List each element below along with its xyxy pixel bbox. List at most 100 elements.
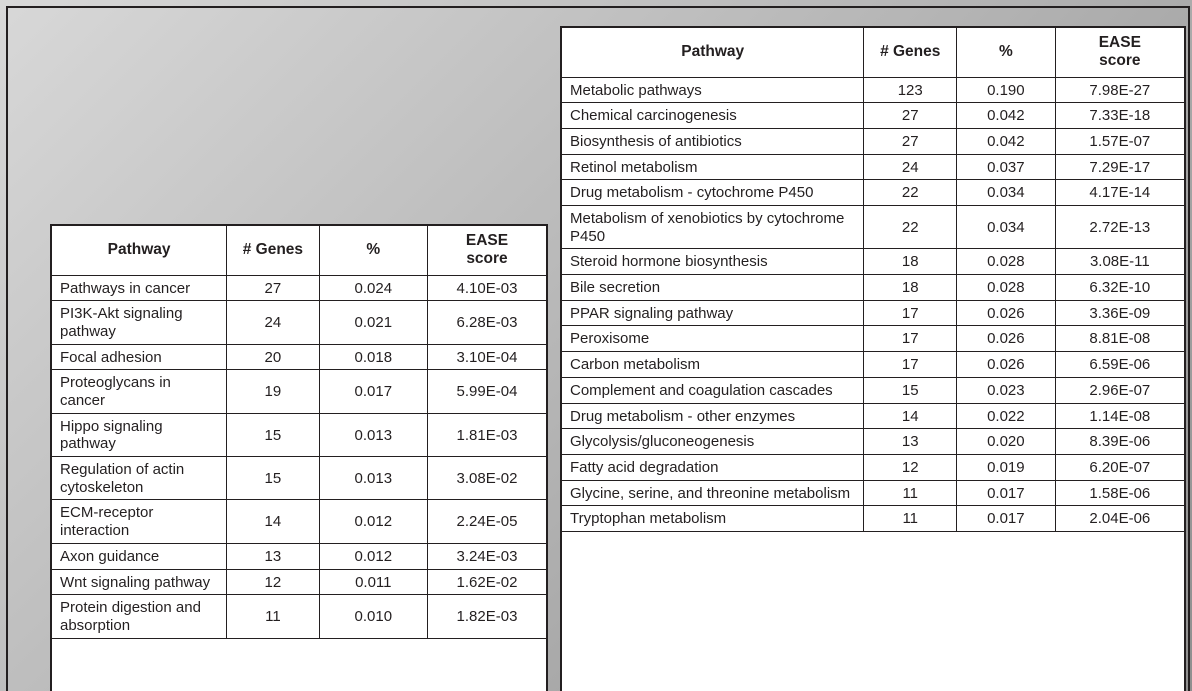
cell-ease: 1.82E-03 (428, 595, 547, 638)
cell-genes: 15 (227, 457, 319, 500)
table-row: Regulation of actin cytoskeleton150.0133… (52, 457, 546, 500)
cell-pct: 0.190 (957, 77, 1056, 103)
cell-ease: 1.14E-08 (1055, 403, 1184, 429)
cell-pathway: Retinol metabolism (562, 154, 864, 180)
cell-pathway: Steroid hormone biosynthesis (562, 249, 864, 275)
cell-pathway: Pathways in cancer (52, 275, 227, 301)
cell-pct: 0.018 (319, 344, 427, 370)
cell-ease: 3.24E-03 (428, 543, 547, 569)
table-row: Metabolism of xenobiotics by cytochrome … (562, 206, 1184, 249)
cell-pathway: PI3K-Akt signaling pathway (52, 301, 227, 344)
cell-ease: 8.81E-08 (1055, 326, 1184, 352)
right-table: Pathway # Genes % EASE score Metabolic p… (562, 28, 1184, 532)
col-ease-l2: score (436, 250, 538, 268)
cell-pct: 0.017 (319, 370, 427, 413)
cell-pct: 0.037 (957, 154, 1056, 180)
cell-genes: 15 (864, 377, 957, 403)
left-table-panel: Pathway # Genes % EASE score Pathways in… (50, 224, 548, 691)
cell-ease: 6.32E-10 (1055, 275, 1184, 301)
table-row: Focal adhesion200.0183.10E-04 (52, 344, 546, 370)
cell-pathway: Drug metabolism - other enzymes (562, 403, 864, 429)
cell-pct: 0.042 (957, 128, 1056, 154)
left-table: Pathway # Genes % EASE score Pathways in… (52, 226, 546, 639)
cell-pct: 0.026 (957, 300, 1056, 326)
cell-genes: 12 (864, 454, 957, 480)
cell-pathway: Chemical carcinogenesis (562, 103, 864, 129)
cell-pct: 0.020 (957, 429, 1056, 455)
cell-genes: 24 (864, 154, 957, 180)
cell-ease: 3.08E-02 (428, 457, 547, 500)
cell-genes: 17 (864, 300, 957, 326)
col-pathway: Pathway (52, 226, 227, 275)
cell-pathway: ECM-receptor interaction (52, 500, 227, 543)
cell-genes: 27 (227, 275, 319, 301)
table-row: Hippo signaling pathway150.0131.81E-03 (52, 413, 546, 456)
cell-genes: 14 (227, 500, 319, 543)
cell-pathway: Regulation of actin cytoskeleton (52, 457, 227, 500)
left-table-body: Pathways in cancer270.0244.10E-03PI3K-Ak… (52, 275, 546, 638)
cell-genes: 19 (227, 370, 319, 413)
cell-pathway: Metabolism of xenobiotics by cytochrome … (562, 206, 864, 249)
cell-genes: 14 (864, 403, 957, 429)
cell-ease: 8.39E-06 (1055, 429, 1184, 455)
cell-ease: 3.08E-11 (1055, 249, 1184, 275)
cell-pct: 0.010 (319, 595, 427, 638)
cell-pathway: Bile secretion (562, 275, 864, 301)
cell-pct: 0.024 (319, 275, 427, 301)
col-ease: EASE score (1055, 28, 1184, 77)
table-row: Fatty acid degradation120.0196.20E-07 (562, 454, 1184, 480)
cell-pathway: Biosynthesis of antibiotics (562, 128, 864, 154)
cell-pct: 0.022 (957, 403, 1056, 429)
col-ease: EASE score (428, 226, 547, 275)
table-row: Carbon metabolism170.0266.59E-06 (562, 352, 1184, 378)
col-pct: % (319, 226, 427, 275)
right-table-panel: Pathway # Genes % EASE score Metabolic p… (560, 26, 1186, 691)
table-header-row: Pathway # Genes % EASE score (52, 226, 546, 275)
table-row: Steroid hormone biosynthesis180.0283.08E… (562, 249, 1184, 275)
cell-pct: 0.026 (957, 352, 1056, 378)
cell-pathway: Axon guidance (52, 543, 227, 569)
cell-genes: 27 (864, 103, 957, 129)
cell-pathway: PPAR signaling pathway (562, 300, 864, 326)
cell-ease: 2.96E-07 (1055, 377, 1184, 403)
cell-ease: 5.99E-04 (428, 370, 547, 413)
col-ease-l2: score (1064, 52, 1176, 70)
cell-genes: 24 (227, 301, 319, 344)
table-row: Drug metabolism - other enzymes140.0221.… (562, 403, 1184, 429)
page-frame: Pathway # Genes % EASE score Pathways in… (6, 6, 1190, 691)
col-pathway: Pathway (562, 28, 864, 77)
cell-pathway: Focal adhesion (52, 344, 227, 370)
table-row: Wnt signaling pathway120.0111.62E-02 (52, 569, 546, 595)
cell-genes: 11 (864, 506, 957, 532)
cell-genes: 13 (227, 543, 319, 569)
cell-ease: 2.24E-05 (428, 500, 547, 543)
cell-pathway: Glycolysis/gluconeogenesis (562, 429, 864, 455)
table-header-row: Pathway # Genes % EASE score (562, 28, 1184, 77)
cell-genes: 11 (864, 480, 957, 506)
col-ease-l1: EASE (436, 232, 538, 250)
cell-genes: 22 (864, 206, 957, 249)
cell-ease: 6.59E-06 (1055, 352, 1184, 378)
cell-genes: 22 (864, 180, 957, 206)
table-row: Drug metabolism - cytochrome P450220.034… (562, 180, 1184, 206)
cell-pct: 0.034 (957, 180, 1056, 206)
cell-pathway: Tryptophan metabolism (562, 506, 864, 532)
cell-pct: 0.012 (319, 543, 427, 569)
table-row: Proteoglycans in cancer190.0175.99E-04 (52, 370, 546, 413)
cell-ease: 1.81E-03 (428, 413, 547, 456)
cell-pct: 0.017 (957, 480, 1056, 506)
cell-ease: 2.72E-13 (1055, 206, 1184, 249)
col-genes: # Genes (227, 226, 319, 275)
cell-genes: 11 (227, 595, 319, 638)
cell-ease: 7.98E-27 (1055, 77, 1184, 103)
cell-pathway: Wnt signaling pathway (52, 569, 227, 595)
cell-genes: 12 (227, 569, 319, 595)
cell-genes: 17 (864, 352, 957, 378)
cell-genes: 27 (864, 128, 957, 154)
cell-genes: 17 (864, 326, 957, 352)
table-row: Biosynthesis of antibiotics270.0421.57E-… (562, 128, 1184, 154)
cell-pct: 0.013 (319, 413, 427, 456)
table-row: Retinol metabolism240.0377.29E-17 (562, 154, 1184, 180)
table-row: Complement and coagulation cascades150.0… (562, 377, 1184, 403)
cell-pct: 0.026 (957, 326, 1056, 352)
